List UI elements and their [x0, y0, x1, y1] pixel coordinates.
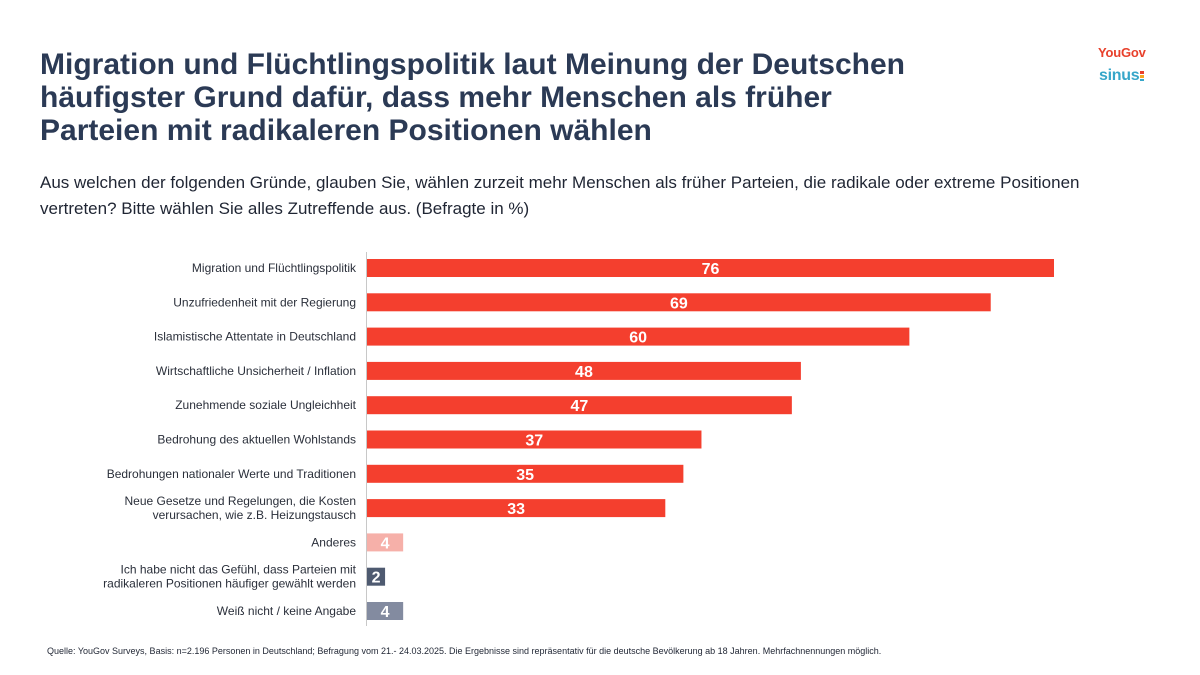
bar — [367, 293, 991, 312]
title-line-3: Parteien mit radikaleren Positionen wähl… — [40, 114, 652, 147]
category-label-line: Ich habe nicht das Gefühl, dass Parteien… — [121, 563, 357, 577]
bar-value-label: 69 — [670, 295, 688, 312]
category-label-line: Zunehmende soziale Ungleichheit — [175, 398, 356, 412]
bar — [367, 396, 792, 415]
sinus-logo-dots-icon — [1140, 71, 1145, 81]
bar-value-label: 4 — [381, 535, 390, 552]
sinus-logo-text: sinus — [1099, 67, 1140, 84]
title-line-2: häufigster Grund dafür, dass mehr Mensch… — [40, 81, 832, 114]
category-label-line: Unzufriedenheit mit der Regierung — [173, 295, 356, 309]
bar — [367, 602, 404, 620]
bar — [367, 327, 910, 346]
page-title: Migration und Flüchtlingspolitik laut Me… — [40, 48, 1050, 147]
category-label-line: Migration und Flüchtlingspolitik — [192, 261, 357, 275]
source-note: Quelle: YouGov Surveys, Basis: n=2.196 P… — [47, 646, 882, 656]
category-label: Zunehmende soziale Ungleichheit — [175, 398, 356, 412]
yougov-logo: YouGov — [1098, 45, 1146, 60]
bar-value-label: 37 — [525, 433, 543, 450]
bar-value-label: 33 — [507, 501, 525, 518]
category-label: Weiß nicht / keine Angabe — [217, 604, 357, 618]
bars-layer: 76 Migration und Flüchtlingspolitik 69 Unzu… — [103, 259, 1054, 621]
bar-value-label: 60 — [629, 330, 647, 347]
sinus-logo: sinus — [1099, 67, 1145, 85]
category-label-line: Anderes — [311, 535, 356, 549]
category-label: Migration und Flüchtlingspolitik — [192, 261, 357, 275]
category-label-line: verursachen, wie z.B. Heizungstausch — [153, 508, 356, 522]
category-label: Neue Gesetze und Regelungen, die Kosten v… — [125, 494, 357, 522]
category-label-line: Bedrohung des aktuellen Wohlstands — [157, 433, 356, 447]
category-label-line: Wirtschaftliche Unsicherheit / Inflation — [156, 364, 356, 378]
category-label: Ich habe nicht das Gefühl, dass Parteien… — [103, 563, 356, 591]
bar-value-label: 47 — [571, 398, 589, 415]
bar — [367, 533, 404, 552]
category-label-line: Bedrohungen nationaler Werte und Traditi… — [107, 467, 356, 481]
category-label-line: Weiß nicht / keine Angabe — [217, 604, 357, 618]
bar — [367, 464, 684, 483]
category-label: Bedrohung des aktuellen Wohlstands — [157, 433, 356, 447]
bar — [367, 361, 801, 380]
category-label: Wirtschaftliche Unsicherheit / Inflation — [156, 364, 356, 378]
category-label-line: Islamistische Attentate in Deutschland — [154, 330, 356, 344]
bar — [367, 259, 1054, 277]
bar-value-label: 2 — [372, 570, 381, 587]
bar — [367, 499, 666, 518]
category-label-line: Neue Gesetze und Regelungen, die Kosten — [125, 494, 357, 508]
question-text: Aus welchen der folgenden Gründe, glaube… — [40, 173, 1080, 218]
title-line-1: Migration und Flüchtlingspolitik laut Me… — [40, 48, 905, 81]
bar — [367, 430, 702, 449]
bar-value-label: 4 — [381, 604, 390, 621]
bar — [367, 567, 386, 586]
category-label-line: radikaleren Positionen häufiger gewählt … — [103, 577, 356, 591]
category-label: Bedrohungen nationaler Werte und Traditi… — [107, 467, 356, 481]
bar-value-label: 76 — [702, 261, 720, 278]
bar-value-label: 35 — [516, 467, 534, 484]
category-label: Unzufriedenheit mit der Regierung — [173, 295, 356, 309]
category-label: Islamistische Attentate in Deutschland — [154, 330, 356, 344]
category-label: Anderes — [311, 535, 356, 549]
bar-value-label: 48 — [575, 364, 593, 381]
